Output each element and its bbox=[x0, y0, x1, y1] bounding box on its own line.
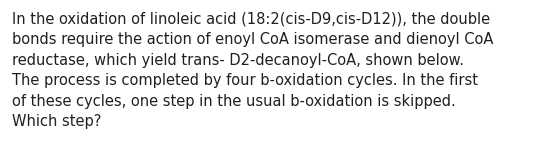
Text: In the oxidation of linoleic acid (18:2(cis-D9,cis-D12)), the double
bonds requi: In the oxidation of linoleic acid (18:2(… bbox=[12, 12, 493, 129]
